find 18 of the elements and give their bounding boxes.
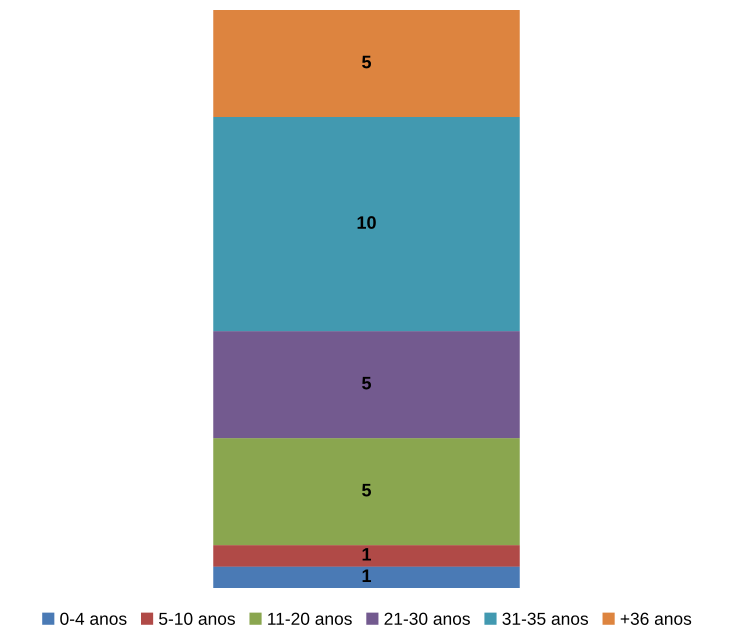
legend-label: +36 anos <box>620 612 692 625</box>
legend-label: 31-35 anos <box>502 612 588 625</box>
bar <box>213 331 520 438</box>
bar <box>213 438 520 546</box>
data-label: 5 <box>362 376 372 390</box>
legend-label: 5-10 anos <box>159 612 235 625</box>
legend-label: 0-4 anos <box>60 612 126 625</box>
bar <box>213 10 520 118</box>
data-label: 5 <box>362 56 372 68</box>
legend-label: 21-30 anos <box>384 612 470 625</box>
bar <box>213 545 520 567</box>
data-label: 10 <box>358 216 376 229</box>
legend-label: 11-20 anos <box>268 612 352 625</box>
bar <box>213 566 520 588</box>
bar <box>213 117 520 332</box>
data-label: 1 <box>362 570 372 582</box>
data-label: 1 <box>362 548 372 561</box>
data-label: 5 <box>362 484 372 497</box>
